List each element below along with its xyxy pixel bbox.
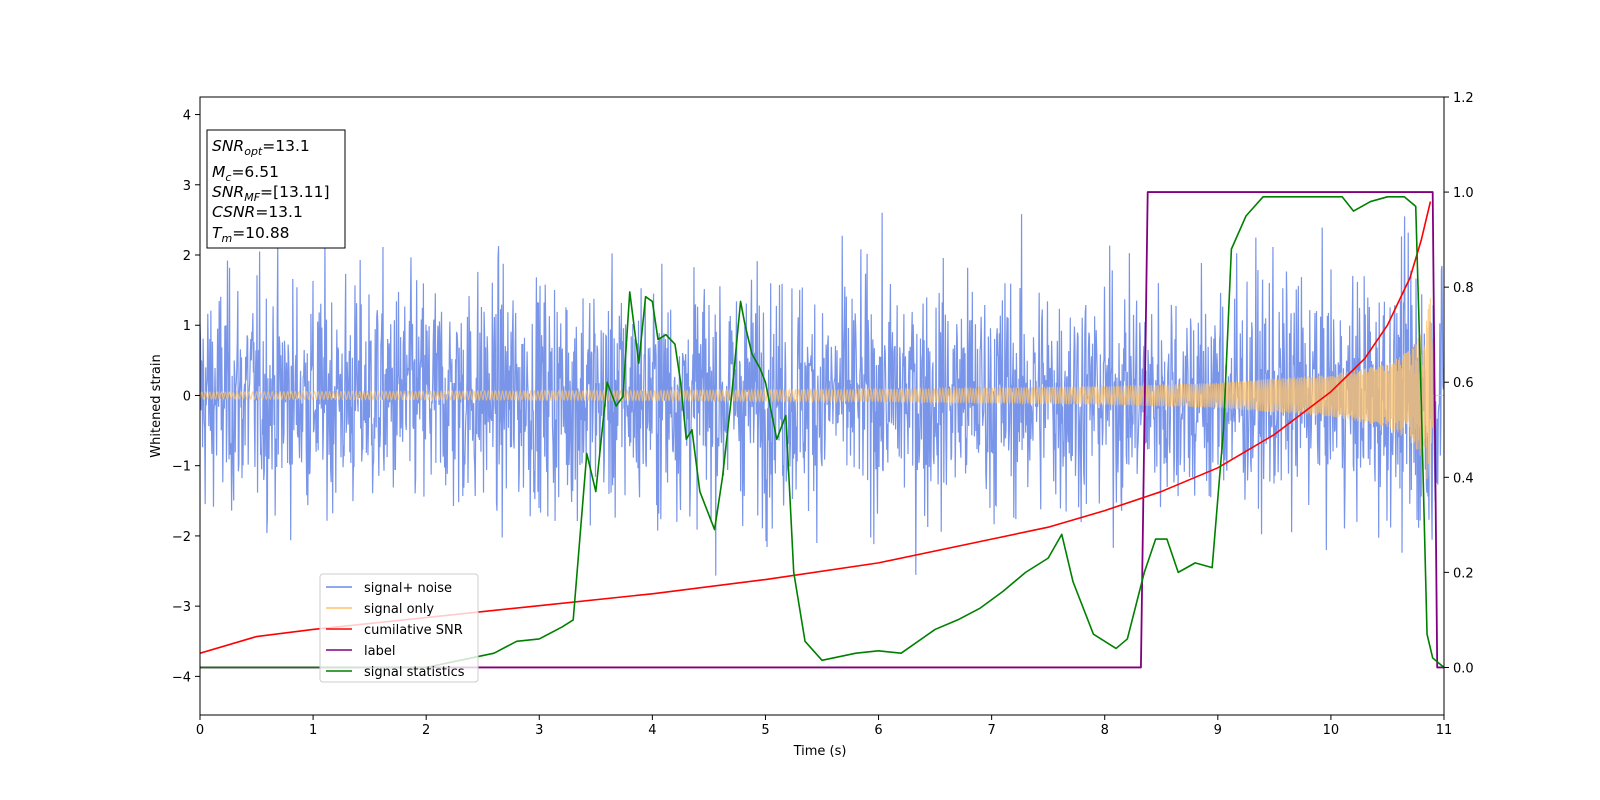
series-signal-statistics-line [200,196,1444,669]
y-right-tick-label: 0.6 [1453,376,1474,391]
legend-label: signal statistics [364,665,465,680]
series-label-line [200,191,1444,669]
x-tick-label: 0 [196,723,204,738]
x-tick-label: 3 [535,723,543,738]
annotation-line: Mc=6.51 [212,163,279,184]
annotation-line: CSNR=13.1 [212,203,303,221]
x-tick-label: 5 [761,723,769,738]
series-signal-noise-line [200,212,1444,576]
legend-label: signal only [364,602,434,617]
x-tick-label: 1 [309,723,317,738]
x-tick-label: 6 [874,723,882,738]
annotation-frame [206,129,346,249]
y-right-tick-label: 0.8 [1453,281,1474,296]
y-left-tick-label: 0 [183,389,191,404]
y-right-tick-label: 0.4 [1453,471,1474,486]
x-tick-label: 7 [987,723,995,738]
y-left-tick-label: −3 [172,600,191,615]
y-left-tick-label: −2 [172,530,191,545]
y-right-tick-label: 0.0 [1453,661,1474,676]
y-left-tick-label: 3 [183,179,191,194]
x-tick-label: 8 [1101,723,1109,738]
y-left-tick-label: 4 [183,109,191,124]
annotation-line: SNRMF=[13.11] [212,183,330,204]
y-left-tick-label: 2 [183,249,191,264]
legend: signal+ noise signal only cumilative SNR la… [319,573,479,683]
plot-frame [199,96,1445,716]
y-right-tick-label: 0.2 [1453,566,1474,581]
y-right-tick-label: 1.2 [1453,91,1474,106]
legend-frame [319,573,479,683]
x-tick-label: 10 [1323,723,1340,738]
y-left-tick-label: −1 [172,460,191,475]
legend-label: label [364,644,395,659]
legend-label: cumilative SNR [364,623,463,638]
axes-ticks: 0 1 2 3 4 5 6 7 8 9 10 1143210−1−2−3−41.21.00.80.60… [172,91,1474,738]
annotation-line: SNRopt=13.1 [212,137,310,158]
y-axis-label: Whitened strain [149,354,164,457]
y-left-tick-label: −4 [172,670,191,685]
y-right-tick-label: 1.0 [1453,186,1474,201]
series-signal-only-line [200,297,1444,480]
y-left-tick-label: 1 [183,319,191,334]
x-axis-label: Time (s) [793,744,847,759]
annotation-line: Tm=10.88 [212,224,290,245]
stats-annotation-box: SNRopt=13.1 Mc=6.51SNRMF=[13.11]CSNR=13.1… [206,129,346,249]
annotation-lines: SNRopt=13.1 Mc=6.51SNRMF=[13.11]CSNR=13.1… [212,137,330,245]
x-tick-label: 2 [422,723,430,738]
x-tick-label: 4 [648,723,656,738]
x-tick-label: 9 [1214,723,1222,738]
x-tick-label: 11 [1436,723,1453,738]
legend-label: signal+ noise [364,581,452,596]
